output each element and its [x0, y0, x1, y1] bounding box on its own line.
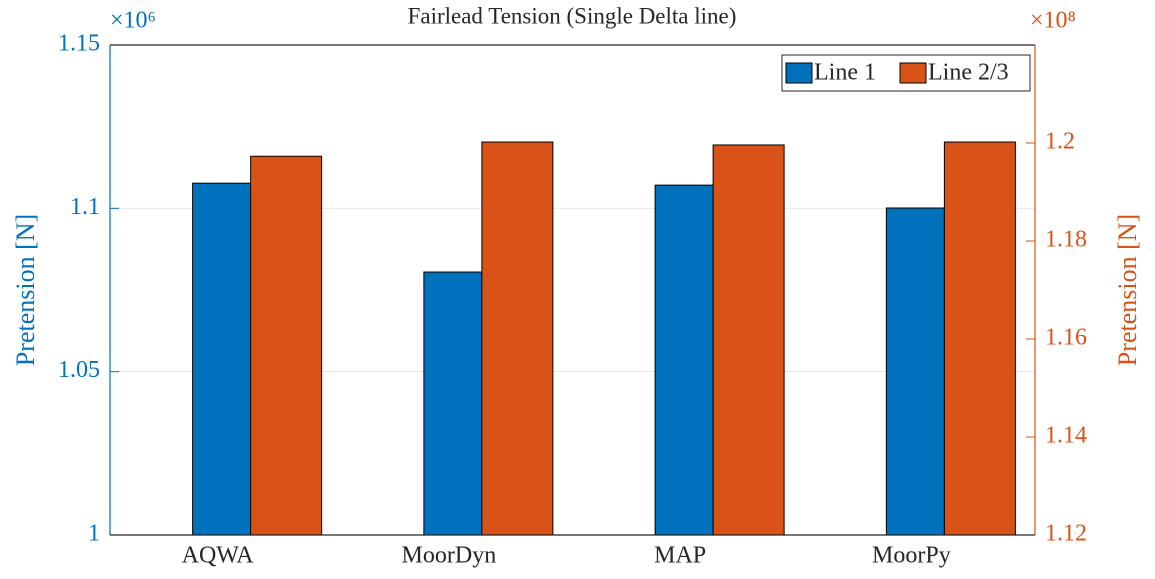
- x-tick-label: MoorPy: [872, 543, 951, 569]
- y2-axis-label: Pretension [N]: [1113, 214, 1142, 366]
- bar: [885, 207, 945, 536]
- y2-tick-label: 1.18: [1045, 227, 1087, 253]
- legend-label: Line 2/3: [928, 60, 1009, 86]
- legend-swatch: [785, 62, 813, 84]
- bar: [943, 141, 1016, 536]
- bar: [712, 144, 785, 536]
- y-axis-label: Pretension [N]: [11, 214, 40, 366]
- x-tick-label: MAP: [654, 543, 706, 569]
- y2-tick-label: 1.16: [1045, 325, 1087, 351]
- legend-swatch: [899, 62, 927, 84]
- y2-multiplier: ×10⁸: [1030, 8, 1076, 34]
- bar: [192, 182, 252, 536]
- bar: [481, 141, 554, 536]
- y-tick-label: 1.1: [70, 194, 100, 220]
- x-tick-label: MoorDyn: [402, 543, 497, 569]
- legend-label: Line 1: [814, 60, 876, 86]
- y2-tick-label: 1.14: [1045, 423, 1087, 449]
- bar: [654, 184, 714, 536]
- y-multiplier: ×10⁶: [110, 8, 156, 34]
- chart-title: Fairlead Tension (Single Delta line): [408, 3, 737, 28]
- x-tick-label: AQWA: [182, 543, 255, 569]
- bar: [250, 155, 323, 536]
- y-tick-label: 1.05: [58, 357, 100, 383]
- y-tick-label: 1.15: [58, 31, 100, 57]
- y-tick-label: 1: [88, 521, 100, 547]
- bar: [423, 271, 483, 536]
- y2-tick-label: 1.12: [1045, 521, 1087, 547]
- y2-tick-label: 1.2: [1045, 129, 1075, 155]
